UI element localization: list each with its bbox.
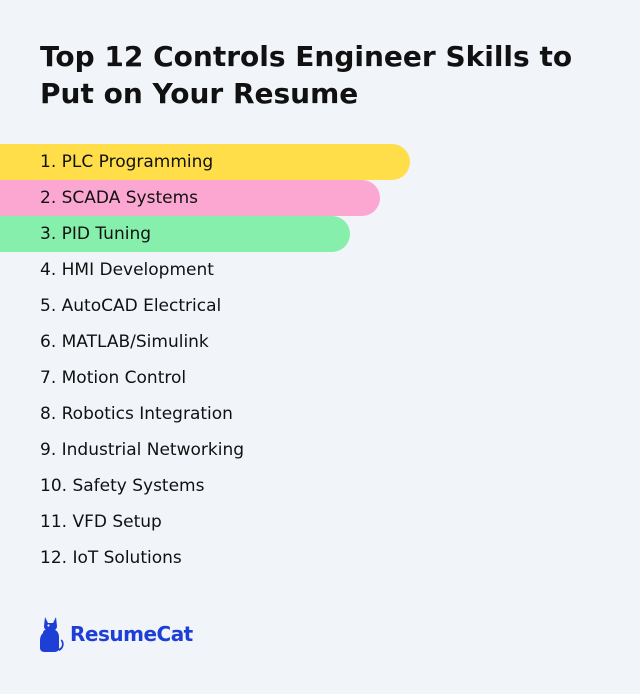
cat-icon	[38, 615, 64, 653]
skill-item-6: 6. MATLAB/Simulink	[40, 332, 209, 352]
skill-item-2: 2. SCADA Systems	[0, 180, 380, 216]
skill-item-11: 11. VFD Setup	[40, 512, 162, 532]
skill-item-10: 10. Safety Systems	[40, 476, 205, 496]
brand-logo: ResumeCat	[38, 614, 193, 654]
skill-item-12: 12. IoT Solutions	[40, 548, 182, 568]
skill-item-7: 7. Motion Control	[40, 368, 187, 388]
skill-item-3: 3. PID Tuning	[0, 216, 350, 252]
brand-name: ResumeCat	[70, 622, 193, 646]
skill-item-4: 4. HMI Development	[40, 260, 214, 280]
skill-item-8: 8. Robotics Integration	[40, 404, 233, 424]
skill-item-5: 5. AutoCAD Electrical	[40, 296, 222, 316]
skill-item-9: 9. Industrial Networking	[40, 440, 245, 460]
page-title: Top 12 Controls Engineer Skills to Put o…	[40, 40, 573, 110]
skills-list: 1. PLC Programming 2. SCADA Systems 3. P…	[0, 144, 410, 576]
skill-item-1: 1. PLC Programming	[0, 144, 410, 180]
